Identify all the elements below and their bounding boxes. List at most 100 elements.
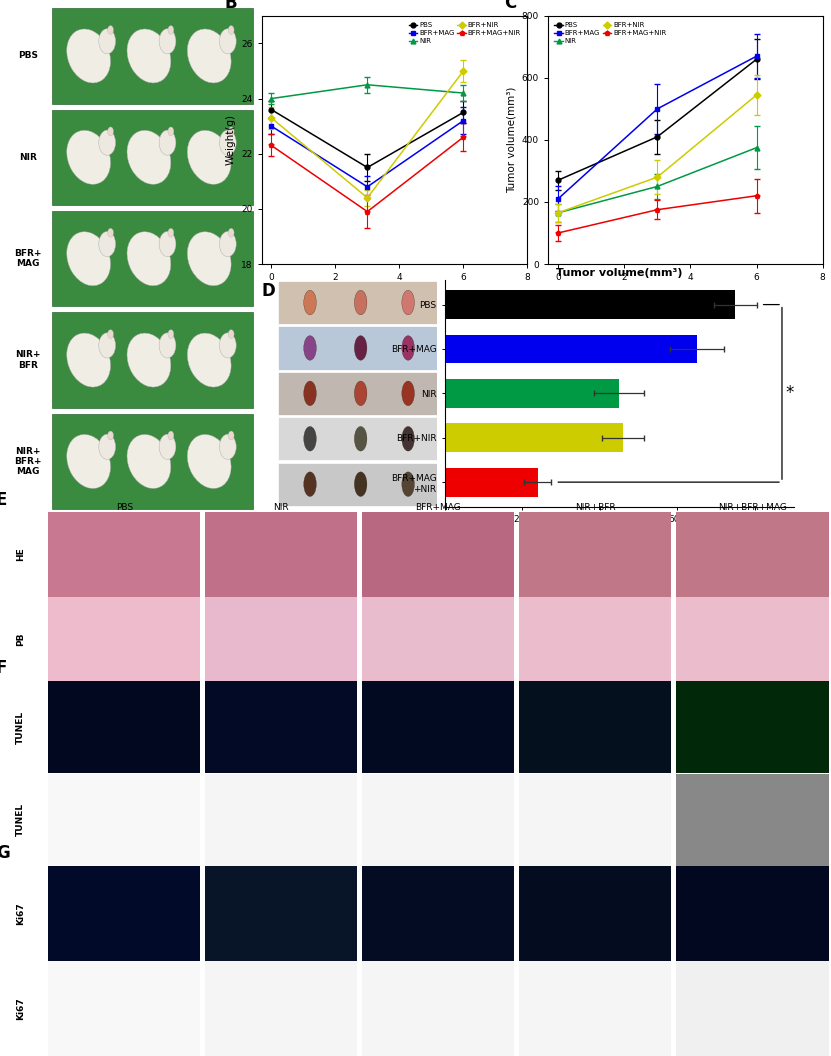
Ellipse shape bbox=[229, 228, 234, 238]
Ellipse shape bbox=[99, 333, 116, 358]
Ellipse shape bbox=[354, 427, 367, 451]
Ellipse shape bbox=[66, 130, 111, 185]
Bar bbox=[445, 379, 619, 408]
Ellipse shape bbox=[354, 472, 367, 496]
Ellipse shape bbox=[127, 231, 171, 286]
Bar bbox=[52, 8, 253, 103]
Ellipse shape bbox=[354, 381, 367, 406]
Ellipse shape bbox=[304, 381, 317, 406]
Ellipse shape bbox=[159, 434, 176, 459]
Text: C: C bbox=[504, 0, 516, 13]
Ellipse shape bbox=[219, 231, 236, 257]
Ellipse shape bbox=[402, 427, 415, 451]
Ellipse shape bbox=[168, 228, 174, 238]
Ellipse shape bbox=[99, 130, 116, 155]
Y-axis label: Tumor volume(mm³): Tumor volume(mm³) bbox=[506, 87, 516, 193]
Bar bbox=[278, 281, 436, 324]
Ellipse shape bbox=[219, 29, 236, 54]
Text: BFR+MAG: BFR+MAG bbox=[416, 503, 461, 512]
Bar bbox=[52, 110, 253, 205]
Text: PB: PB bbox=[16, 633, 25, 645]
Ellipse shape bbox=[229, 329, 234, 339]
Ellipse shape bbox=[107, 25, 114, 35]
Ellipse shape bbox=[168, 127, 174, 136]
Text: HE: HE bbox=[16, 547, 25, 562]
Ellipse shape bbox=[402, 381, 415, 406]
Ellipse shape bbox=[127, 333, 171, 388]
Ellipse shape bbox=[127, 434, 171, 489]
Text: PBS: PBS bbox=[116, 503, 133, 512]
Ellipse shape bbox=[229, 431, 234, 440]
Ellipse shape bbox=[159, 231, 176, 257]
Text: B: B bbox=[224, 0, 237, 13]
Ellipse shape bbox=[168, 25, 174, 35]
Bar bbox=[278, 372, 436, 415]
Ellipse shape bbox=[168, 431, 174, 440]
Ellipse shape bbox=[219, 434, 236, 459]
Ellipse shape bbox=[66, 29, 111, 83]
Ellipse shape bbox=[159, 29, 176, 54]
Text: BFR+
MAG: BFR+ MAG bbox=[14, 249, 42, 268]
Ellipse shape bbox=[107, 127, 114, 136]
Ellipse shape bbox=[107, 228, 114, 238]
Ellipse shape bbox=[304, 472, 317, 496]
Bar bbox=[52, 211, 253, 306]
Text: NIR: NIR bbox=[273, 503, 289, 512]
Ellipse shape bbox=[187, 231, 231, 286]
Ellipse shape bbox=[304, 336, 317, 360]
Ellipse shape bbox=[402, 336, 415, 360]
Ellipse shape bbox=[66, 231, 111, 286]
Bar bbox=[278, 463, 436, 506]
Bar bbox=[52, 414, 253, 509]
Bar bbox=[445, 468, 538, 496]
Ellipse shape bbox=[127, 130, 171, 185]
Text: NIR+
BFR: NIR+ BFR bbox=[16, 351, 41, 370]
Text: TUNEL: TUNEL bbox=[16, 804, 25, 836]
Ellipse shape bbox=[354, 336, 367, 360]
Text: NIR+BFR: NIR+BFR bbox=[575, 503, 616, 512]
Ellipse shape bbox=[219, 130, 236, 155]
Ellipse shape bbox=[402, 290, 415, 315]
X-axis label: Time(days): Time(days) bbox=[656, 287, 715, 298]
Title: Tumor volume(mm³): Tumor volume(mm³) bbox=[556, 267, 682, 278]
Bar bbox=[445, 290, 735, 319]
Ellipse shape bbox=[159, 130, 176, 155]
Text: F: F bbox=[0, 659, 7, 678]
Text: *: * bbox=[786, 384, 794, 402]
Text: Ki67: Ki67 bbox=[16, 902, 25, 925]
Ellipse shape bbox=[187, 130, 231, 185]
Ellipse shape bbox=[354, 290, 367, 315]
Ellipse shape bbox=[304, 427, 317, 451]
Ellipse shape bbox=[402, 472, 415, 496]
Bar bbox=[278, 326, 436, 370]
Ellipse shape bbox=[107, 329, 114, 339]
Ellipse shape bbox=[187, 434, 231, 489]
Text: NIR+
BFR+
MAG: NIR+ BFR+ MAG bbox=[14, 447, 42, 476]
Y-axis label: Weight(g): Weight(g) bbox=[226, 114, 236, 166]
Ellipse shape bbox=[187, 333, 231, 388]
Bar bbox=[52, 313, 253, 408]
Ellipse shape bbox=[219, 333, 236, 358]
Ellipse shape bbox=[159, 333, 176, 358]
Ellipse shape bbox=[107, 431, 114, 440]
Ellipse shape bbox=[229, 127, 234, 136]
Legend: PBS, BFR+MAG, NIR, BFR+NIR, BFR+MAG+NIR: PBS, BFR+MAG, NIR, BFR+NIR, BFR+MAG+NIR bbox=[406, 19, 524, 48]
Ellipse shape bbox=[99, 29, 116, 54]
X-axis label: Time(days): Time(days) bbox=[366, 287, 424, 298]
Bar bbox=[278, 417, 436, 460]
Text: D: D bbox=[262, 282, 276, 300]
Ellipse shape bbox=[127, 29, 171, 83]
Text: TUNEL: TUNEL bbox=[16, 711, 25, 743]
Text: NIR+BFR+MAG: NIR+BFR+MAG bbox=[718, 503, 787, 512]
Ellipse shape bbox=[66, 434, 111, 489]
Text: G: G bbox=[0, 844, 10, 862]
Text: NIR: NIR bbox=[19, 153, 37, 162]
Legend: PBS, BFR+MAG, NIR, BFR+NIR, BFR+MAG+NIR: PBS, BFR+MAG, NIR, BFR+NIR, BFR+MAG+NIR bbox=[552, 19, 670, 48]
Ellipse shape bbox=[187, 29, 231, 83]
Ellipse shape bbox=[66, 333, 111, 388]
Ellipse shape bbox=[99, 231, 116, 257]
Text: E: E bbox=[0, 491, 7, 509]
Text: PBS: PBS bbox=[18, 52, 38, 60]
Bar bbox=[445, 335, 696, 363]
Ellipse shape bbox=[304, 290, 317, 315]
